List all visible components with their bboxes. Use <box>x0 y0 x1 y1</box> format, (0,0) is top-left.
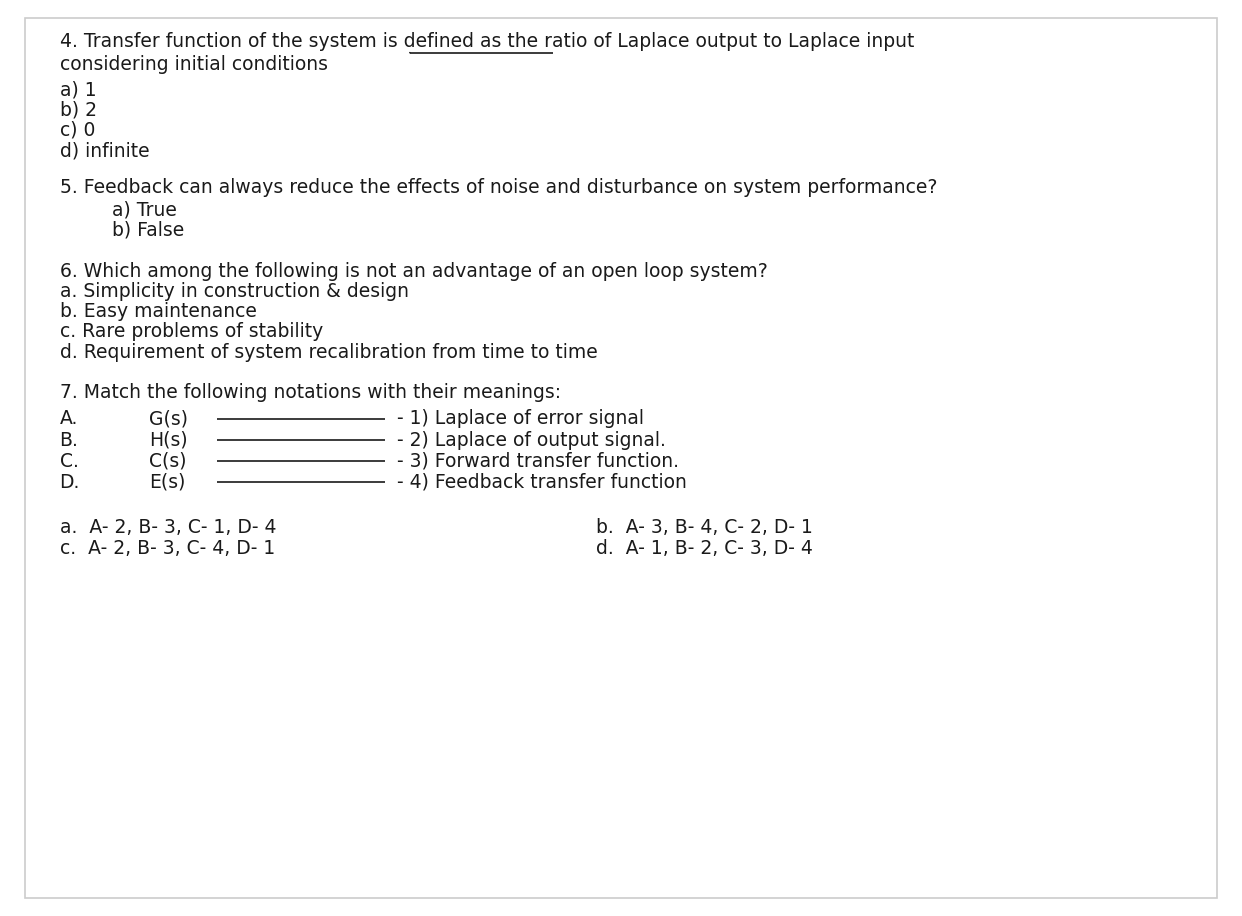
Text: c.  A- 2, B- 3, C- 4, D- 1: c. A- 2, B- 3, C- 4, D- 1 <box>60 539 274 558</box>
Text: b) False: b) False <box>112 221 184 240</box>
Text: - 1) Laplace of error signal: - 1) Laplace of error signal <box>397 409 645 429</box>
Text: A.: A. <box>60 409 78 429</box>
Text: 5. Feedback can always reduce the effects of noise and disturbance on system per: 5. Feedback can always reduce the effect… <box>60 178 936 197</box>
Text: a.  A- 2, B- 3, C- 1, D- 4: a. A- 2, B- 3, C- 1, D- 4 <box>60 518 276 537</box>
FancyBboxPatch shape <box>25 18 1217 898</box>
Text: 4. Transfer function of the system is defined as the ratio of Laplace output to : 4. Transfer function of the system is de… <box>60 32 914 51</box>
Text: d) infinite: d) infinite <box>60 141 149 160</box>
Text: H(s): H(s) <box>149 431 188 450</box>
Text: b.  A- 3, B- 4, C- 2, D- 1: b. A- 3, B- 4, C- 2, D- 1 <box>596 518 814 537</box>
Text: G(s): G(s) <box>149 409 188 429</box>
Text: d.  A- 1, B- 2, C- 3, D- 4: d. A- 1, B- 2, C- 3, D- 4 <box>596 539 814 558</box>
Text: a. Simplicity in construction & design: a. Simplicity in construction & design <box>60 282 409 301</box>
Text: b) 2: b) 2 <box>60 101 97 120</box>
Text: a) 1: a) 1 <box>60 81 96 100</box>
Text: B.: B. <box>60 431 78 450</box>
Text: 6. Which among the following is not an advantage of an open loop system?: 6. Which among the following is not an a… <box>60 262 768 281</box>
Text: b. Easy maintenance: b. Easy maintenance <box>60 302 257 322</box>
Text: E(s): E(s) <box>149 473 185 492</box>
Text: c. Rare problems of stability: c. Rare problems of stability <box>60 322 323 342</box>
Text: d. Requirement of system recalibration from time to time: d. Requirement of system recalibration f… <box>60 343 597 362</box>
Text: C.: C. <box>60 452 78 471</box>
Text: - 4) Feedback transfer function: - 4) Feedback transfer function <box>397 473 687 492</box>
Text: 7. Match the following notations with their meanings:: 7. Match the following notations with th… <box>60 383 560 402</box>
Text: c) 0: c) 0 <box>60 121 94 140</box>
Text: - 2) Laplace of output signal.: - 2) Laplace of output signal. <box>397 431 666 450</box>
Text: C(s): C(s) <box>149 452 186 471</box>
Text: a) True: a) True <box>112 201 176 220</box>
Text: considering initial conditions: considering initial conditions <box>60 55 328 74</box>
Text: - 3) Forward transfer function.: - 3) Forward transfer function. <box>397 452 679 471</box>
Text: D.: D. <box>60 473 79 492</box>
